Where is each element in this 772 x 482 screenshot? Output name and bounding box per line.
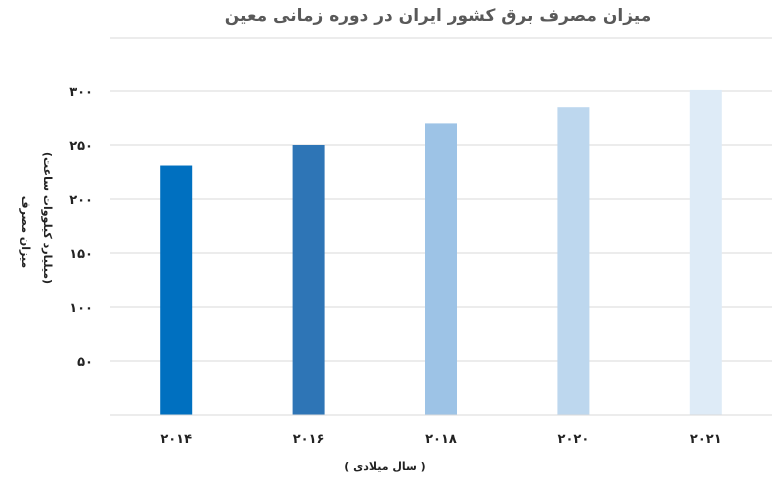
bar-1 bbox=[292, 145, 325, 415]
bar-2 bbox=[425, 123, 457, 416]
y-tick-label: ۱۰۰ bbox=[69, 301, 93, 316]
y-axis-label-line1: میزان مصرف bbox=[19, 196, 32, 268]
x-tick-label: ۲۰۱۶ bbox=[293, 432, 325, 447]
y-axis-label-line2: (میلیارد کیلووات ساعت) bbox=[41, 152, 54, 284]
y-tick-label: ۲۰۰ bbox=[69, 193, 93, 208]
bar-4 bbox=[689, 89, 722, 416]
y-axis-ticks: ۵۰ ۱۰۰ ۱۵۰ ۲۰۰ ۲۵۰ ۳۰۰ bbox=[69, 85, 93, 370]
x-tick-label: ۲۰۱۸ bbox=[425, 432, 457, 447]
y-tick-label: ۱۵۰ bbox=[69, 247, 93, 262]
x-tick-label: ۲۰۲۱ bbox=[690, 432, 722, 447]
y-tick-label: ۲۵۰ bbox=[69, 139, 93, 154]
x-axis-ticks: ۲۰۱۴ ۲۰۱۶ ۲۰۱۸ ۲۰۲۰ ۲۰۲۱ bbox=[160, 432, 721, 447]
chart-title: میزان مصرف برق کشور ایران در دوره زمانی … bbox=[225, 6, 652, 26]
x-tick-label: ۲۰۲۰ bbox=[558, 432, 590, 447]
bars bbox=[160, 89, 722, 416]
bar-0 bbox=[160, 165, 193, 415]
y-tick-label: ۳۰۰ bbox=[69, 85, 93, 100]
x-tick-label: ۲۰۱۴ bbox=[160, 432, 192, 447]
x-axis-label: ( سال میلادی ) bbox=[344, 460, 425, 473]
y-tick-label: ۵۰ bbox=[77, 355, 93, 370]
bar-3 bbox=[557, 107, 590, 415]
